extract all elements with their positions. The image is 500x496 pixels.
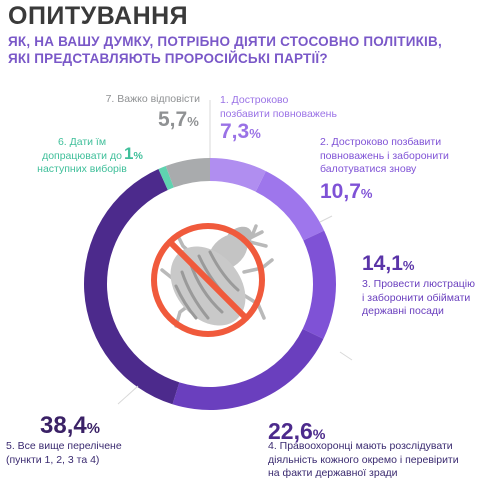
slice-value-unit: % [360,186,373,201]
slice-label-6: 6. Дати їм допрацювати до наступних виборі… [28,136,136,177]
slice-value-6: 1% [124,144,143,164]
slice-value-unit: % [86,421,100,437]
slice-label-1-line: 1. Достроково [220,94,289,106]
question-line-2: ЯКІ ПРЕДСТАВЛЯЮТЬ ПРОРОСІЙСЬКІ ПАРТІЇ? [8,51,328,66]
slice-value-5: 38,4% [40,412,100,440]
slice-label-1-line: позбавити повноважень [220,107,337,120]
slice-label-2: 2. Достроково позбавити повноважень і заб… [320,136,495,177]
slice-label-1: 1. Достроково позбавити повноважень [220,94,370,121]
slice-label-7-line: 7. Важко відповісти [105,93,200,105]
slice-value-number: 38,4 [40,412,87,439]
slice-value-number: 22,6 [268,418,313,444]
slice-label-4-line: 4. Правоохоронці мають розслідувати [268,440,453,452]
slice-value-4: 22,6% [268,418,325,445]
donut-slice-7 [165,158,210,188]
slice-value-number: 10,7 [320,180,361,203]
slice-label-4: 4. Правоохоронці мають розслідувати діяль… [268,440,498,481]
slice-value-3: 14,1% [362,252,414,276]
slice-value-number: 14,1 [362,252,403,275]
crossed-out-colorado-beetle-icon [151,223,274,337]
donut-slice-5 [84,169,180,405]
donut-slice-3 [302,230,336,339]
slice-value-number: 5,7 [158,108,188,131]
slice-value-unit: % [312,427,326,443]
slice-label-3-line: і заборонити обіймати [362,291,471,304]
slice-label-4-line: на факти державної зради [268,467,398,479]
slice-label-3-line: 3. Провести люстрацію [362,278,476,290]
donut-slice-1 [210,158,266,192]
slice-value-unit: % [187,114,199,129]
slice-value-1: 7,3% [220,120,261,144]
slice-value-2: 10,7% [320,180,372,204]
slice-label-6-line: допрацювати до [42,149,122,162]
slice-label-2-line: повноважень і заборонити [320,149,449,162]
slice-label-5-line: (пункти 1, 2, 3 та 4) [6,453,100,466]
survey-question: ЯК, НА ВАШУ ДУМКУ, ПОТРІБНО ДІЯТИ СТОСОВ… [8,33,478,67]
slice-label-6-line: 6. Дати їм [57,136,107,148]
slice-label-7: 7. Важко відповісти [60,93,200,107]
slice-value-number: 1 [124,144,134,163]
slice-label-3-line: державні посади [362,305,444,317]
donut-slice-2 [255,171,325,241]
donut-slice-4 [172,328,324,410]
slice-label-2-line: 2. Достроково позбавити [320,136,442,148]
slice-label-3: 3. Провести люстрацію і заборонити обійма… [362,278,497,319]
slice-label-4-line: діяльність кожного окремо і перевірити [268,453,459,466]
slice-value-unit: % [133,150,143,162]
page-title: ОПИТУВАННЯ [8,2,189,30]
donut-slice-6 [158,166,174,191]
slice-value-number: 7,3 [220,120,250,143]
slice-value-7: 5,7% [158,108,199,132]
slice-label-2-line: балотуватися знову [320,163,417,175]
question-line-1: ЯК, НА ВАШУ ДУМКУ, ПОТРІБНО ДІЯТИ СТОСОВ… [8,34,442,49]
slice-value-unit: % [249,126,261,141]
slice-label-6-line: наступних виборів [37,163,127,175]
slice-label-5-line: 5. Все вище перелічене [6,440,122,452]
label-divider-lines [117,100,353,405]
slice-value-unit: % [402,258,415,273]
donut-slices [84,158,336,410]
slice-label-5: 5. Все вище перелічене (пункти 1, 2, 3 та… [6,440,196,467]
